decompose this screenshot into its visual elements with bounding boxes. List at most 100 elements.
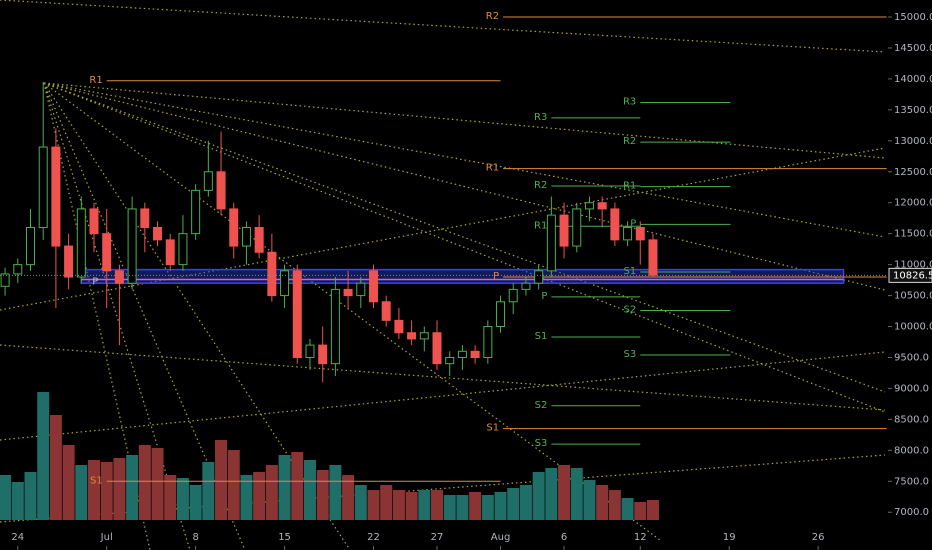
- volume-bar: [227, 450, 240, 520]
- volume-bar: [596, 485, 609, 520]
- pivot-label: R3: [623, 96, 636, 107]
- x-tick-label: Jul: [100, 532, 113, 543]
- volume-bar: [583, 480, 596, 520]
- volume-bar: [138, 445, 151, 520]
- candle-body: [394, 319, 404, 334]
- pivot-label: P: [92, 276, 98, 287]
- fan-line: [43, 82, 661, 541]
- volume-bar: [316, 470, 329, 520]
- y-tick-label: 8000.0: [894, 445, 929, 456]
- candle-body: [140, 208, 150, 228]
- x-tick-label: 24: [11, 532, 24, 543]
- pivot-label: P: [541, 291, 547, 302]
- fan-line: [43, 82, 351, 550]
- candle-body: [610, 208, 620, 241]
- candle-body: [534, 270, 544, 284]
- volume-bar: [151, 448, 164, 520]
- volume-bar: [431, 490, 444, 520]
- candle-body: [254, 226, 264, 253]
- volume-bar: [176, 478, 189, 520]
- candle-body: [38, 146, 48, 228]
- candle-body: [521, 282, 531, 290]
- candle-body: [597, 202, 607, 210]
- volume-bar: [126, 455, 139, 520]
- pivot-label: R1: [623, 181, 636, 192]
- candle-body: [241, 226, 251, 247]
- volume-bar: [265, 465, 278, 520]
- x-tick-label: 12: [634, 532, 647, 543]
- x-tick-label: 15: [278, 532, 291, 543]
- volume-bar: [405, 492, 418, 520]
- candle-body: [432, 332, 442, 365]
- volume-bar: [494, 492, 507, 520]
- fan-line: [43, 82, 886, 291]
- y-tick-label: 15000.0: [894, 12, 932, 23]
- volume-bar: [570, 468, 583, 520]
- pivot-label: S1: [90, 475, 103, 486]
- candle-body: [508, 288, 518, 303]
- y-tick-label: 10000.0: [894, 322, 932, 333]
- fan-line: [43, 82, 886, 238]
- volume-bar: [215, 440, 228, 520]
- pivot-label: R1: [486, 163, 499, 174]
- x-tick-label: 27: [431, 532, 444, 543]
- pivot-label: S1: [624, 266, 637, 277]
- pivot-label: R2: [623, 136, 636, 147]
- volume-bar: [253, 472, 266, 520]
- pivot-label: S2: [624, 304, 637, 315]
- candle-body: [407, 332, 417, 340]
- fan-line: [43, 82, 886, 413]
- candle-body: [546, 214, 556, 272]
- volume-bar: [291, 452, 304, 520]
- volume-bar: [189, 485, 202, 520]
- candle-body: [280, 270, 290, 297]
- volume-bar: [164, 475, 177, 520]
- volume-bar: [113, 458, 126, 520]
- candle-body: [457, 350, 467, 358]
- volume-bar: [37, 392, 50, 520]
- volume-bar: [558, 465, 571, 520]
- y-tick-label: 9500.0: [894, 352, 929, 363]
- candle-body: [572, 208, 582, 247]
- volume-bar: [202, 462, 215, 520]
- y-tick-label: 14500.0: [894, 43, 932, 54]
- volume-bar: [303, 460, 316, 520]
- candle-body: [318, 344, 328, 365]
- candle-body: [191, 189, 201, 235]
- volume-bar: [621, 498, 634, 520]
- volume-bar: [519, 485, 532, 520]
- x-tick-label: 8: [192, 532, 198, 543]
- candle-body: [419, 332, 429, 340]
- pivot-label: R2: [534, 180, 547, 191]
- volume-bar: [88, 460, 101, 520]
- y-tick-label: 9000.0: [894, 383, 929, 394]
- candle-body: [89, 208, 99, 235]
- volume-bar: [392, 490, 405, 520]
- trend-line: [0, 344, 886, 411]
- pivot-label: S2: [535, 400, 548, 411]
- y-tick-label: 7500.0: [894, 476, 929, 487]
- volume-bar: [75, 465, 88, 520]
- candle-body: [64, 245, 74, 278]
- y-tick-label: 13000.0: [894, 136, 932, 147]
- fan-line: [43, 82, 151, 550]
- volume-bar: [545, 468, 558, 520]
- candle-body: [648, 239, 658, 276]
- candle-body: [623, 226, 633, 241]
- trend-line: [0, 351, 886, 441]
- last-price-box: [888, 267, 932, 283]
- candle-body: [127, 208, 137, 284]
- candle-body: [13, 264, 23, 275]
- y-tick-label: 11500.0: [894, 229, 932, 240]
- y-tick-label: 12500.0: [894, 167, 932, 178]
- volume-bar: [418, 490, 431, 520]
- volume-bar: [367, 490, 380, 520]
- candle-body: [76, 208, 86, 278]
- volume-bar: [49, 415, 62, 520]
- candle-body: [267, 251, 277, 297]
- volume-bar: [507, 488, 520, 520]
- x-tick-label: 22: [367, 532, 380, 543]
- volume-bar: [11, 482, 24, 520]
